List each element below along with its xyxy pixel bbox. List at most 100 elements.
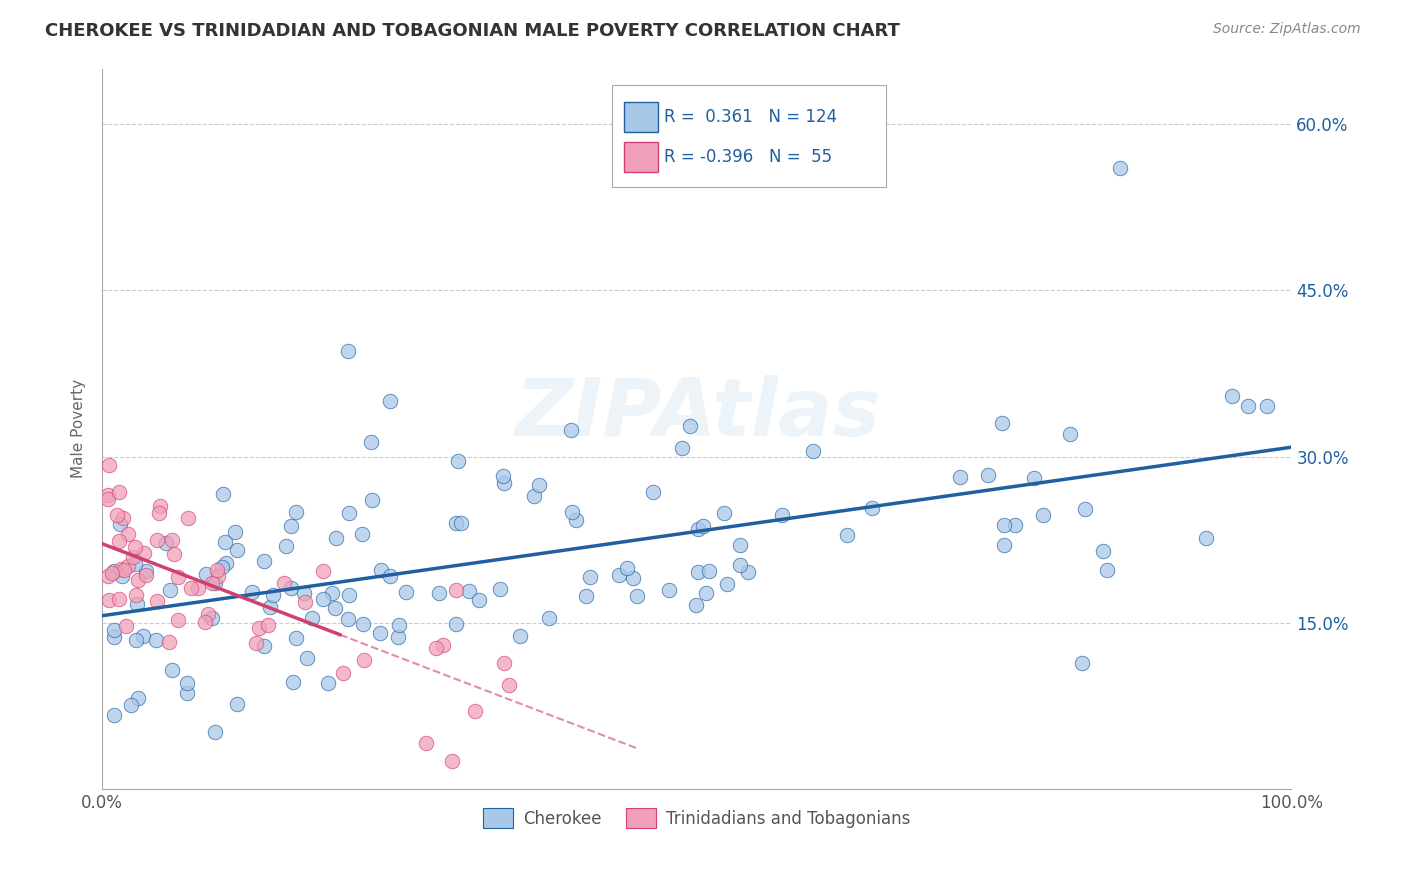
Point xyxy=(737,565,759,579)
Point xyxy=(146,594,169,608)
Text: Source: ZipAtlas.com: Source: ZipAtlas.com xyxy=(1213,22,1361,37)
Point xyxy=(387,630,409,644)
Point xyxy=(336,612,359,626)
Point xyxy=(225,698,247,712)
Point xyxy=(180,582,202,596)
Point xyxy=(993,518,1015,533)
Point xyxy=(686,565,709,579)
Point xyxy=(163,547,186,561)
Point xyxy=(336,344,359,359)
Point xyxy=(527,477,550,491)
Point xyxy=(564,513,586,527)
Point xyxy=(450,516,472,531)
Point xyxy=(440,754,463,768)
Point xyxy=(280,519,302,533)
Point xyxy=(117,558,139,573)
Point xyxy=(446,516,468,530)
Point xyxy=(253,554,276,568)
Point xyxy=(350,527,373,541)
Point xyxy=(240,585,263,599)
Point xyxy=(361,492,384,507)
Point xyxy=(657,583,679,598)
Point xyxy=(204,575,226,590)
Point xyxy=(125,588,148,602)
Point xyxy=(197,607,219,622)
Point xyxy=(312,564,335,578)
Point xyxy=(224,524,246,539)
Point xyxy=(108,592,131,607)
Point xyxy=(301,611,323,625)
Point xyxy=(447,454,470,468)
Point xyxy=(337,506,360,520)
Point xyxy=(97,492,120,507)
Point xyxy=(103,630,125,644)
Point xyxy=(730,538,752,552)
Point xyxy=(281,674,304,689)
Point xyxy=(101,566,124,580)
Point xyxy=(458,584,481,599)
Point xyxy=(122,549,145,564)
Point xyxy=(247,621,270,635)
Point xyxy=(360,434,382,449)
Point xyxy=(211,560,233,574)
Point xyxy=(488,582,510,596)
Point xyxy=(98,593,121,607)
Point xyxy=(977,467,1000,482)
Point xyxy=(97,488,120,502)
Point xyxy=(695,585,717,599)
Point xyxy=(145,633,167,648)
Point xyxy=(257,617,280,632)
Point xyxy=(167,570,190,584)
Point xyxy=(259,599,281,614)
Point xyxy=(464,704,486,718)
Point xyxy=(149,500,172,514)
Y-axis label: Male Poverty: Male Poverty xyxy=(72,379,86,478)
Point xyxy=(112,563,135,577)
Point xyxy=(378,394,401,409)
Point xyxy=(1236,400,1258,414)
Point xyxy=(124,632,146,647)
Point xyxy=(127,690,149,705)
Point xyxy=(388,617,411,632)
Point xyxy=(274,539,297,553)
Point xyxy=(498,678,520,692)
Point xyxy=(194,615,217,629)
Point xyxy=(162,663,184,677)
Point xyxy=(273,575,295,590)
Legend: Cherokee, Trinidadians and Tobagonians: Cherokee, Trinidadians and Tobagonians xyxy=(477,801,918,835)
Point xyxy=(108,516,131,531)
Point xyxy=(468,593,491,607)
Point xyxy=(368,626,391,640)
Point xyxy=(560,423,582,437)
Point xyxy=(155,535,177,549)
Point xyxy=(337,588,360,602)
Point xyxy=(579,569,602,583)
Point xyxy=(1070,656,1092,670)
Point xyxy=(991,416,1014,430)
Point xyxy=(134,568,156,582)
Point xyxy=(207,569,229,583)
Point xyxy=(321,586,343,600)
Point xyxy=(425,640,447,655)
Point xyxy=(176,676,198,690)
Point xyxy=(1195,531,1218,545)
Point xyxy=(115,618,138,632)
Point xyxy=(860,501,883,516)
Point xyxy=(1095,563,1118,577)
Point xyxy=(835,527,858,541)
Point xyxy=(110,562,132,576)
Point xyxy=(332,665,354,680)
Text: R = -0.396   N =  55: R = -0.396 N = 55 xyxy=(664,148,832,166)
Point xyxy=(157,634,180,648)
Point xyxy=(207,562,229,576)
Point xyxy=(993,538,1015,552)
Point xyxy=(395,585,418,599)
Point xyxy=(194,566,217,581)
Point xyxy=(1024,471,1046,485)
Point xyxy=(135,564,157,578)
Point xyxy=(201,576,224,591)
Point xyxy=(212,486,235,500)
Point xyxy=(103,707,125,722)
Point xyxy=(1220,389,1243,403)
Point xyxy=(292,586,315,600)
